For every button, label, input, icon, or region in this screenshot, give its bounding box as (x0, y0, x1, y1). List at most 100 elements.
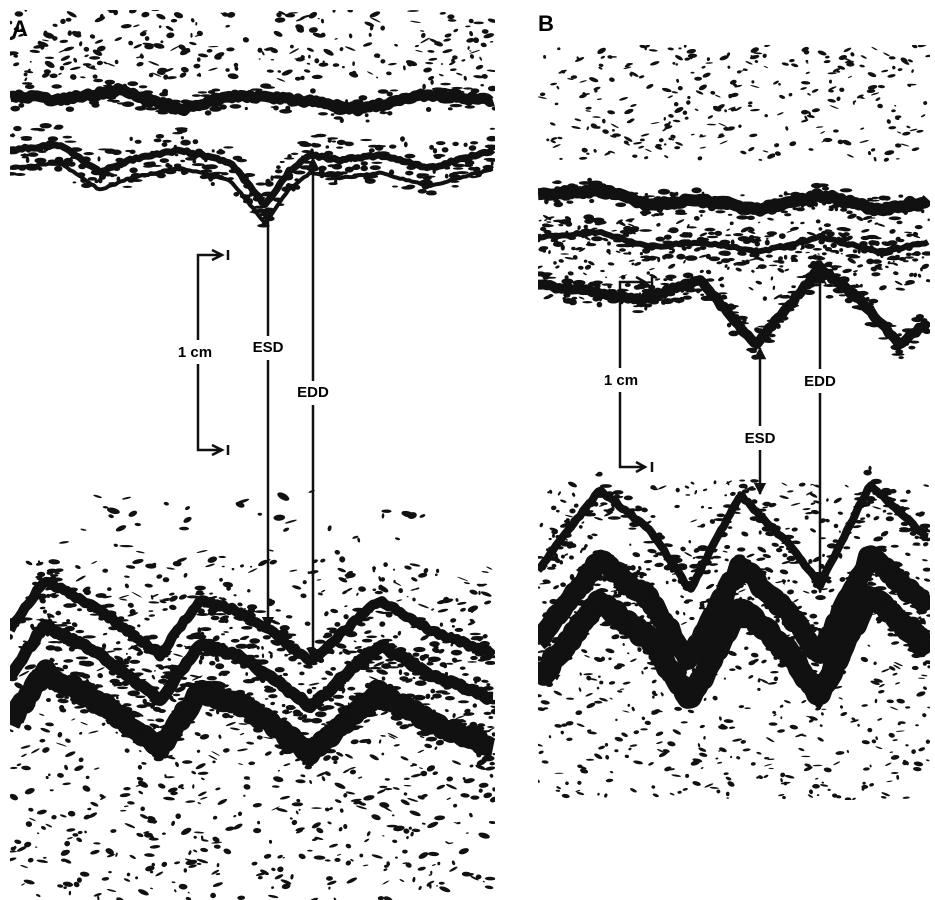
speckle (809, 628, 817, 633)
speckle (123, 703, 132, 707)
speckle (314, 699, 318, 703)
speckle (716, 195, 729, 198)
speckle (661, 646, 672, 651)
speckle (39, 738, 46, 743)
speckle (64, 764, 69, 771)
speckle (822, 553, 825, 557)
speckle (236, 158, 248, 163)
speckle (114, 655, 124, 662)
speckle (793, 599, 799, 603)
speckle (450, 643, 454, 647)
speckle (423, 568, 429, 574)
speckle (850, 52, 855, 57)
speckle (600, 269, 605, 273)
speckle (669, 792, 675, 796)
speckle (609, 135, 617, 138)
speckle (146, 719, 155, 721)
speckle (895, 158, 900, 160)
speckle (672, 119, 681, 123)
speckle (367, 144, 380, 148)
speckle (211, 88, 221, 92)
speckle (890, 771, 899, 775)
speckle (896, 131, 902, 134)
speckle (465, 25, 471, 28)
speckle (767, 758, 775, 761)
speckle (392, 156, 400, 159)
speckle (558, 69, 567, 74)
speckle (24, 841, 32, 848)
speckle (489, 127, 495, 130)
speckle (660, 692, 664, 696)
speckle (921, 629, 930, 633)
speckle (94, 16, 106, 23)
speckle (368, 148, 375, 153)
speckle (207, 556, 218, 563)
speckle (13, 173, 26, 176)
speckle (737, 491, 743, 495)
speckle (787, 646, 795, 650)
speckle (158, 25, 162, 29)
speckle (583, 235, 591, 241)
speckle (121, 619, 129, 622)
speckle (170, 635, 180, 639)
speckle (576, 629, 580, 635)
speckle (740, 227, 750, 233)
speckle (580, 547, 587, 551)
speckle (806, 276, 809, 279)
speckle (185, 702, 193, 705)
speckle (902, 796, 910, 799)
speckle (18, 646, 28, 650)
speckle (323, 48, 334, 56)
speckle (596, 301, 603, 308)
speckle (741, 260, 747, 263)
speckle (453, 28, 459, 33)
speckle (842, 616, 851, 619)
speckle (452, 167, 464, 170)
speckle (787, 490, 794, 493)
speckle (770, 670, 779, 674)
speckle (911, 147, 920, 152)
speckle (894, 513, 903, 516)
speckle (652, 695, 655, 699)
speckle (23, 879, 35, 885)
speckle (480, 84, 485, 87)
speckle (277, 769, 281, 772)
speckle (175, 761, 179, 768)
speckle (332, 749, 336, 752)
speckle (196, 749, 201, 753)
speckle (93, 494, 102, 499)
speckle (872, 506, 882, 510)
speckle (163, 796, 175, 801)
speckle (428, 75, 435, 81)
speckle (558, 259, 564, 263)
speckle (561, 723, 568, 727)
speckle (692, 556, 696, 560)
speckle (557, 491, 561, 496)
speckle (142, 90, 154, 95)
speckle (642, 648, 654, 655)
speckle (737, 70, 744, 72)
speckle (298, 853, 306, 860)
speckle (879, 615, 890, 621)
speckle (671, 578, 677, 582)
speckle (874, 545, 886, 552)
speckle (472, 725, 485, 731)
speckle (888, 666, 896, 671)
speckle (681, 640, 688, 644)
speckle (716, 203, 721, 206)
speckle (96, 667, 105, 672)
speckle (869, 324, 879, 328)
speckle (784, 774, 795, 779)
speckle (365, 605, 375, 610)
speckle (387, 666, 400, 669)
speckle (637, 647, 641, 650)
speckle (122, 185, 133, 188)
speckle (781, 197, 789, 202)
speckle (452, 141, 459, 147)
speckle (199, 654, 205, 661)
speckle (234, 66, 239, 71)
speckle (320, 647, 334, 652)
speckle (481, 730, 491, 733)
speckle (578, 181, 592, 185)
speckle (627, 223, 635, 227)
